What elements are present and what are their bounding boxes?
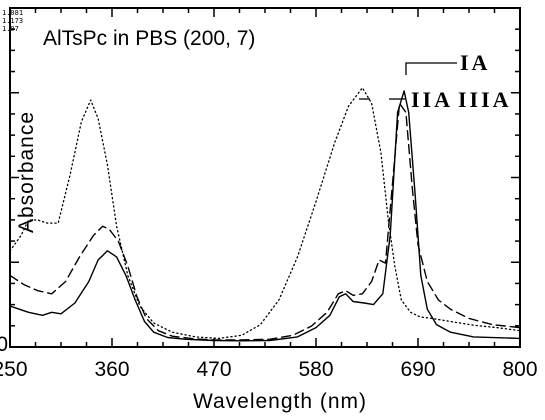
series-line-ia [9, 90, 521, 342]
x-tick-label: 470 [196, 358, 231, 381]
x-tick-label: 800 [502, 358, 537, 381]
corner-label-2: 1.173 [2, 17, 23, 25]
corner-label-1: 1.081 [2, 9, 23, 17]
x-tick-label: 690 [400, 358, 435, 381]
series-line-iia [9, 102, 521, 341]
chart-title: AlTsPc in PBS (200, 7) [43, 27, 255, 50]
series-label-iia: IIA [411, 87, 453, 112]
callout-line-ia [405, 62, 457, 75]
x-tick-label: 360 [94, 358, 129, 381]
callout-layer [359, 62, 457, 100]
series-label-ia: IA [460, 50, 490, 75]
x-tick-label: 250 [0, 358, 28, 381]
series-label-iiia: IIIA [458, 87, 512, 112]
series-line-iiia [9, 87, 521, 340]
series-layer [9, 87, 521, 342]
x-tick-label: 580 [298, 358, 333, 381]
plot-frame [9, 7, 521, 348]
y-tick-label: 0 [0, 333, 8, 356]
x-axis-title: Wavelength (nm) [193, 390, 367, 413]
corner-label-3: 1.07 [2, 25, 19, 33]
ticks-layer: 250 360 470 580 690 800 0 [0, 7, 538, 381]
y-axis-title: Absorbance [15, 111, 38, 233]
